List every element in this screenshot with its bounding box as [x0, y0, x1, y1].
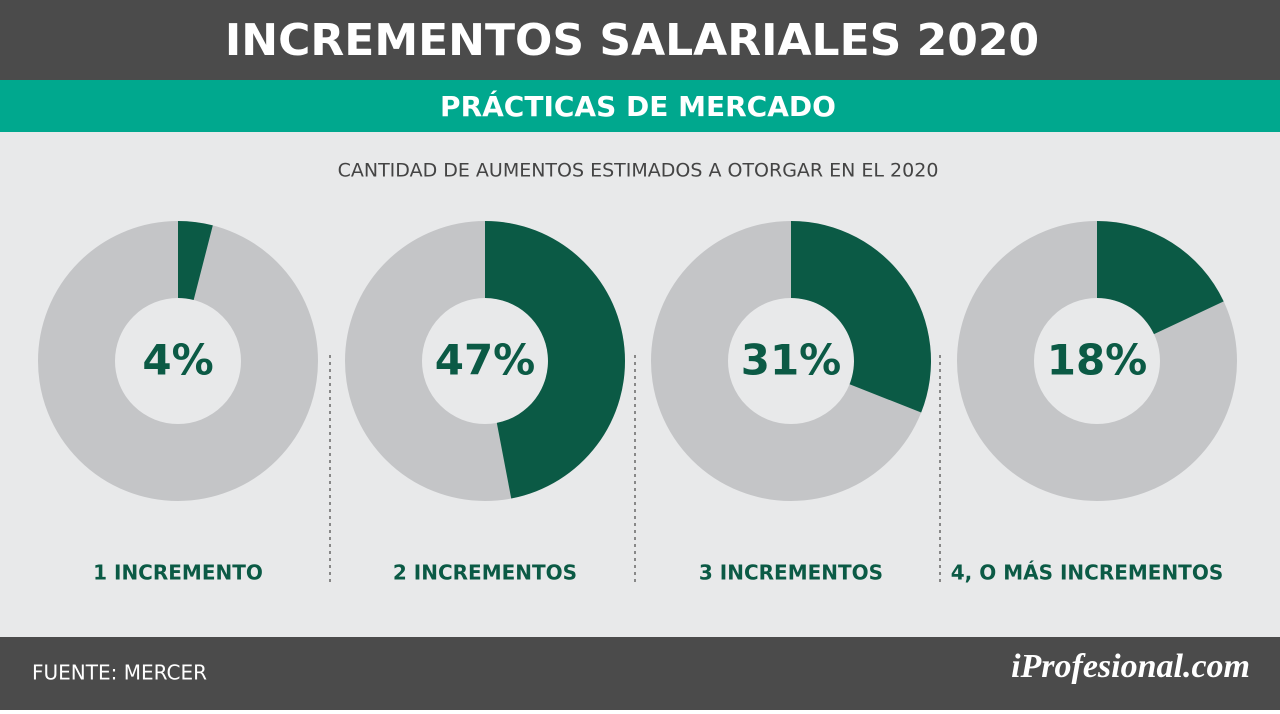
value-label: 47% [435, 336, 536, 385]
donut-segment [485, 221, 625, 499]
body-background [0, 132, 1280, 637]
value-label: 31% [741, 336, 842, 385]
source: FUENTE: MERCER [32, 661, 207, 685]
value-label: 18% [1047, 336, 1148, 385]
subtitle-band [0, 80, 1280, 132]
donut-segment [1097, 221, 1224, 335]
brand: iProfesional.com [1011, 648, 1250, 685]
chart-subtitle: PRÁCTICAS DE MERCADO [440, 89, 836, 123]
category-label: 3 INCREMENTOS [699, 561, 883, 585]
value-label: 4% [142, 336, 213, 385]
donut-segment [791, 221, 931, 413]
chart-caption: CANTIDAD DE AUMENTOS ESTIMADOS A OTORGAR… [338, 160, 939, 182]
category-label: 2 INCREMENTOS [393, 561, 577, 585]
chart-title: INCREMENTOS SALARIALES 2020 [225, 15, 1039, 66]
header-band [0, 0, 1280, 80]
footer-band [0, 637, 1280, 710]
donut-segment [178, 221, 213, 300]
category-label: 4, O MÁS INCREMENTOS [951, 561, 1223, 585]
category-label: 1 INCREMENTO [93, 561, 263, 585]
separators [329, 355, 941, 582]
